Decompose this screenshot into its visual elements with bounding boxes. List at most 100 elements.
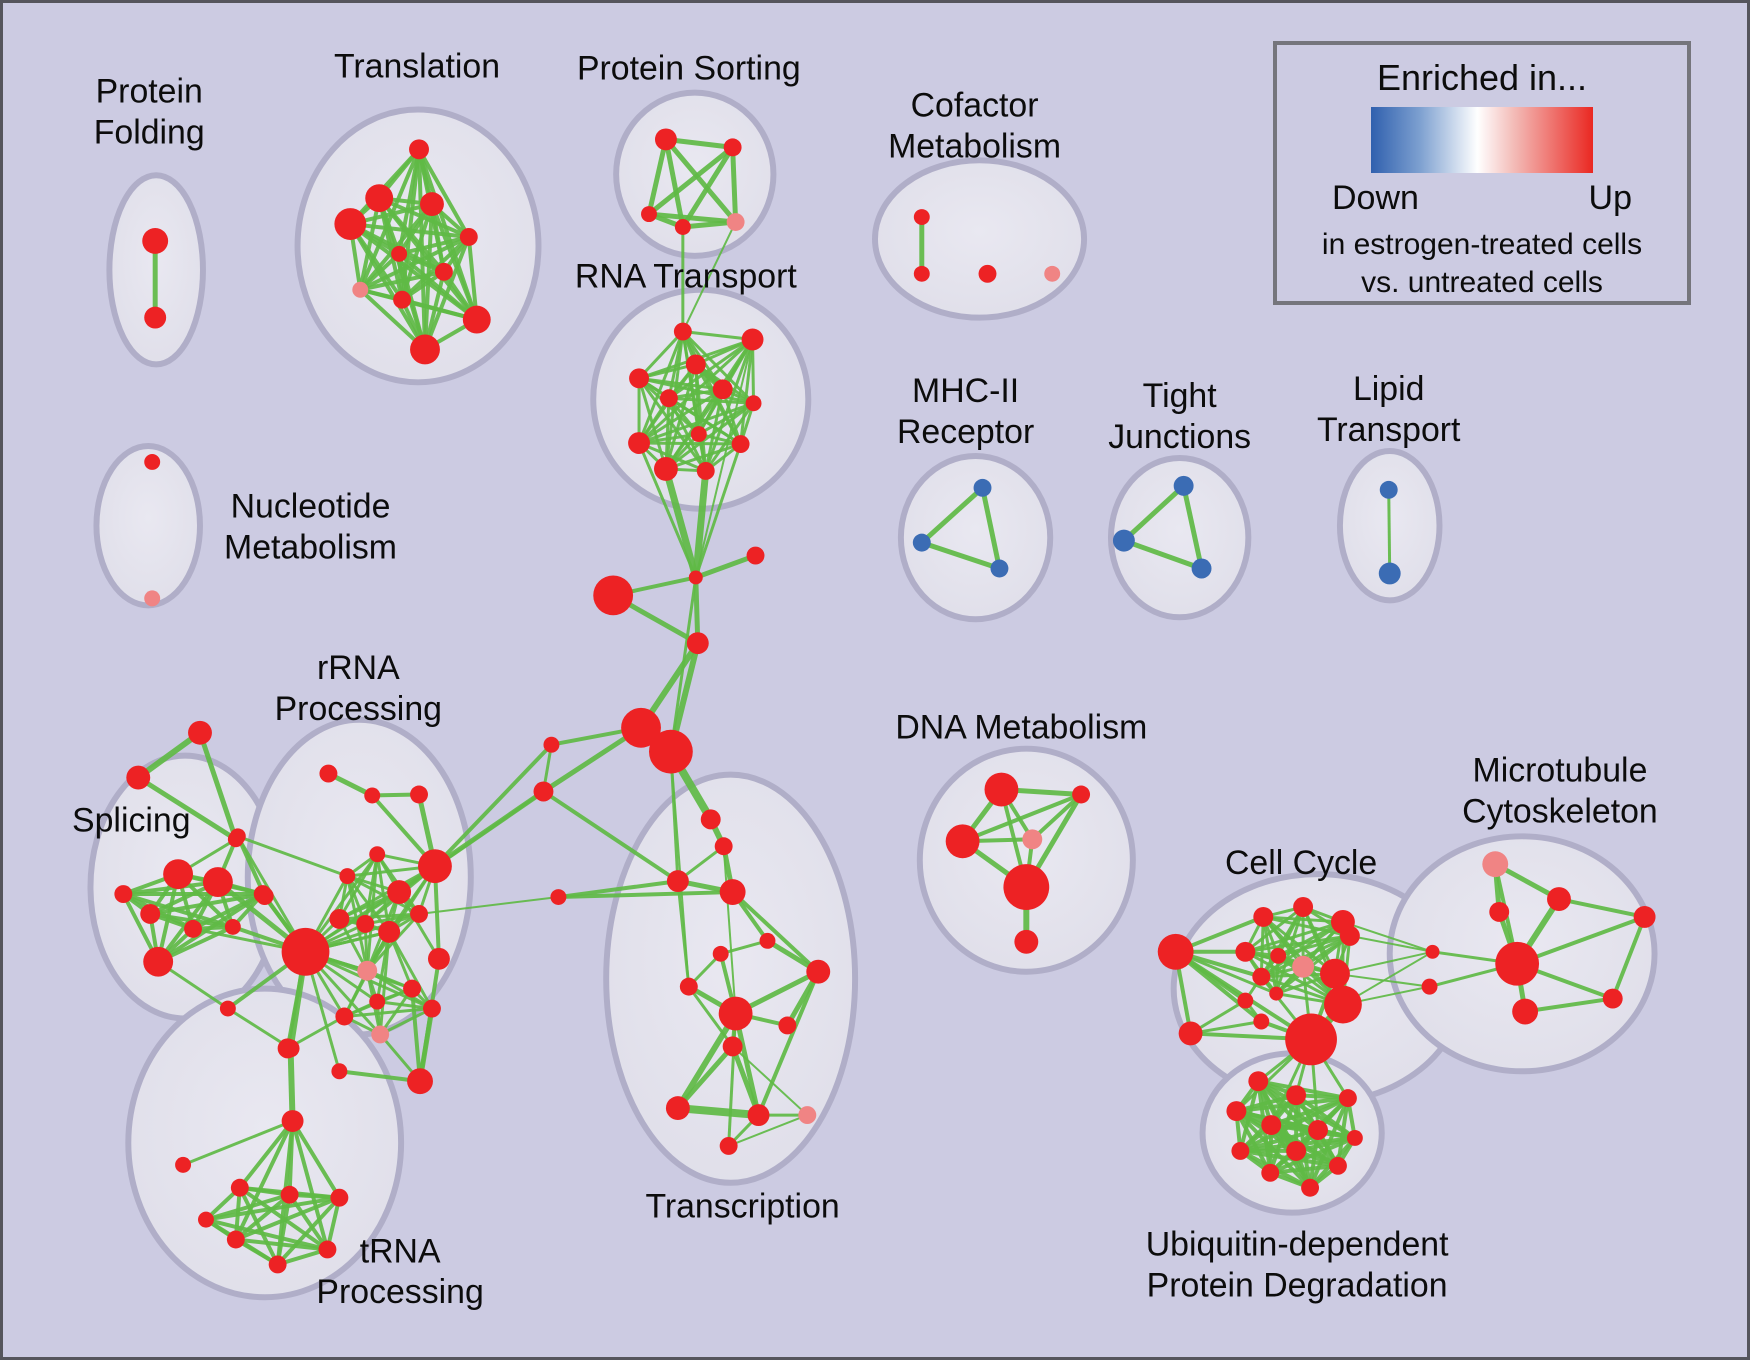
network-node-r17[interactable]: [423, 999, 441, 1018]
network-node-l2[interactable]: [1378, 562, 1401, 585]
network-node-tp4[interactable]: [226, 1230, 245, 1249]
network-node-cc8[interactable]: [1252, 967, 1271, 986]
network-node-t4[interactable]: [420, 192, 444, 217]
network-node-t1[interactable]: [409, 139, 429, 160]
network-node-t11[interactable]: [410, 334, 440, 365]
network-node-nm2[interactable]: [144, 590, 161, 607]
network-node-r6[interactable]: [418, 849, 452, 884]
network-node-tx3[interactable]: [806, 959, 831, 984]
network-node-c9[interactable]: [666, 870, 689, 893]
network-node-ub5[interactable]: [1308, 1120, 1328, 1140]
network-node-r19[interactable]: [335, 1007, 354, 1026]
network-node-t3[interactable]: [334, 208, 367, 240]
network-node-mt2[interactable]: [1547, 887, 1571, 911]
network-node-ub12[interactable]: [1346, 1130, 1363, 1146]
network-node-ps4[interactable]: [674, 219, 691, 235]
network-node-cc12[interactable]: [1269, 986, 1284, 1001]
network-node-g2[interactable]: [281, 1039, 300, 1058]
network-node-cc14[interactable]: [1339, 925, 1360, 946]
network-node-c2[interactable]: [746, 546, 765, 565]
network-node-tp6[interactable]: [268, 1255, 287, 1274]
network-node-d5[interactable]: [1003, 864, 1050, 910]
network-node-r14[interactable]: [357, 960, 378, 981]
network-node-mt1[interactable]: [1482, 851, 1509, 878]
network-node-cc7[interactable]: [1292, 955, 1315, 978]
network-node-mt7[interactable]: [1512, 998, 1539, 1025]
network-node-ub9[interactable]: [1301, 1178, 1320, 1197]
network-node-s1[interactable]: [163, 859, 194, 890]
network-node-d1[interactable]: [984, 772, 1019, 807]
network-node-s6[interactable]: [253, 885, 272, 904]
network-node-cc3[interactable]: [1235, 941, 1256, 962]
network-node-rt11[interactable]: [653, 456, 678, 481]
network-node-c10[interactable]: [719, 879, 746, 906]
network-node-s4[interactable]: [184, 919, 202, 938]
network-node-g4[interactable]: [175, 1156, 192, 1173]
network-node-rt5[interactable]: [659, 389, 678, 408]
network-node-rt10[interactable]: [731, 435, 750, 454]
network-node-ub4[interactable]: [1261, 1115, 1282, 1135]
network-node-r18[interactable]: [369, 993, 386, 1010]
network-node-rt8[interactable]: [690, 426, 707, 443]
network-node-rt6[interactable]: [712, 379, 733, 400]
network-node-g3[interactable]: [281, 1110, 304, 1132]
network-node-d4[interactable]: [1022, 829, 1043, 850]
network-node-tx5[interactable]: [718, 996, 753, 1031]
network-node-t2[interactable]: [365, 184, 394, 213]
network-node-ub3[interactable]: [1226, 1101, 1247, 1122]
network-node-r13[interactable]: [378, 920, 401, 943]
network-node-s8[interactable]: [114, 885, 133, 904]
network-node-tj3[interactable]: [1191, 558, 1212, 579]
network-node-tx2[interactable]: [712, 945, 729, 962]
network-node-s7[interactable]: [143, 946, 174, 977]
network-node-t10[interactable]: [462, 305, 491, 334]
network-node-tx6[interactable]: [778, 1016, 797, 1035]
network-node-s2[interactable]: [202, 867, 233, 898]
network-node-ub1[interactable]: [1248, 1071, 1269, 1092]
network-node-tp2[interactable]: [280, 1185, 299, 1204]
network-node-r11[interactable]: [356, 914, 375, 933]
network-node-ub6[interactable]: [1231, 1141, 1250, 1160]
network-node-ps5[interactable]: [726, 213, 745, 231]
network-node-d6[interactable]: [1014, 929, 1039, 954]
network-node-nm1[interactable]: [144, 454, 161, 470]
network-node-cc11[interactable]: [1237, 992, 1254, 1009]
network-node-cc13[interactable]: [1253, 1013, 1270, 1030]
network-node-ub10[interactable]: [1328, 1156, 1347, 1175]
network-node-l1[interactable]: [1379, 480, 1398, 499]
network-node-r8[interactable]: [339, 868, 356, 885]
network-node-mt3[interactable]: [1489, 902, 1510, 922]
network-node-cc10[interactable]: [1320, 958, 1350, 989]
network-node-m1[interactable]: [973, 478, 992, 497]
network-node-r10[interactable]: [329, 908, 350, 929]
network-node-rt2[interactable]: [741, 328, 764, 351]
network-node-rt4[interactable]: [629, 368, 650, 389]
network-node-r2[interactable]: [364, 787, 381, 804]
network-node-rb2[interactable]: [331, 1063, 348, 1080]
network-node-g1[interactable]: [219, 1000, 236, 1017]
network-node-pf2[interactable]: [144, 306, 167, 329]
network-node-mt6[interactable]: [1421, 978, 1438, 995]
network-node-cchub[interactable]: [1285, 1013, 1337, 1066]
network-node-ub7[interactable]: [1286, 1140, 1307, 1161]
network-node-tx9[interactable]: [747, 1104, 770, 1127]
network-node-ub11[interactable]: [1338, 1089, 1357, 1108]
network-node-r16[interactable]: [403, 979, 422, 998]
network-node-r3[interactable]: [410, 785, 428, 804]
network-node-r1[interactable]: [319, 764, 338, 783]
network-node-cc1[interactable]: [1157, 933, 1194, 970]
network-node-rb1[interactable]: [407, 1068, 433, 1095]
network-node-tx7[interactable]: [722, 1036, 743, 1057]
network-node-c6[interactable]: [533, 781, 554, 802]
network-node-mt8[interactable]: [1602, 988, 1623, 1009]
network-node-pf1[interactable]: [142, 228, 169, 254]
network-node-tr1[interactable]: [188, 720, 212, 745]
network-node-h2[interactable]: [649, 729, 693, 774]
network-node-cf4[interactable]: [1044, 265, 1061, 282]
network-node-m3[interactable]: [990, 559, 1009, 578]
network-node-r9[interactable]: [387, 880, 412, 905]
network-node-mt4[interactable]: [1425, 944, 1440, 959]
network-node-cf1[interactable]: [913, 209, 930, 226]
network-node-m2[interactable]: [912, 533, 931, 552]
network-node-cf2[interactable]: [913, 265, 930, 282]
